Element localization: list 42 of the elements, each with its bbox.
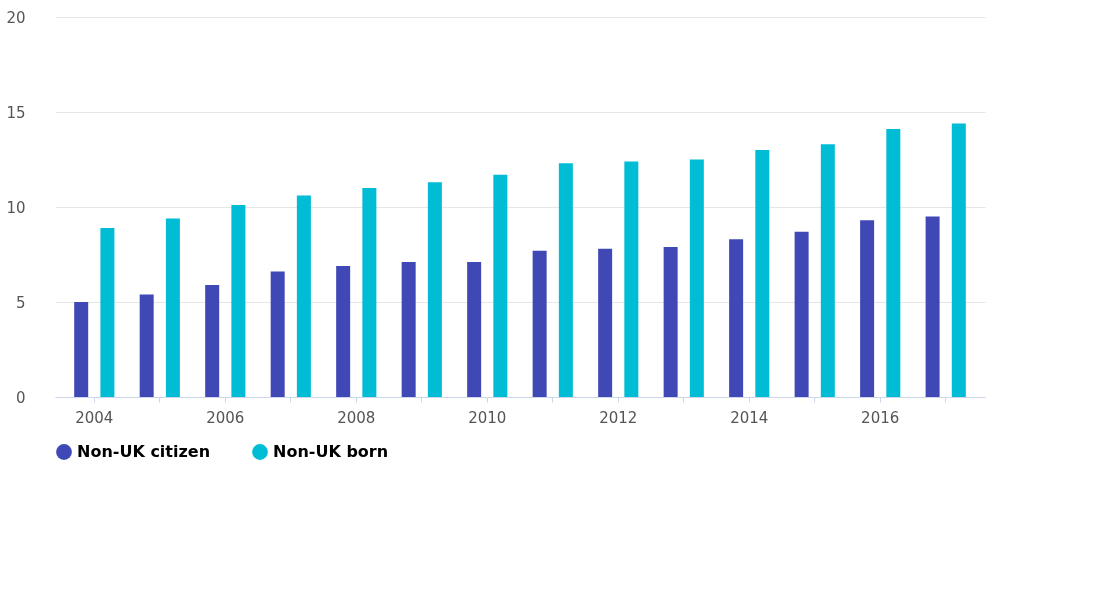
legend-label: Non-UK citizen bbox=[77, 442, 211, 461]
bar bbox=[270, 271, 285, 397]
bar bbox=[624, 161, 639, 397]
bar bbox=[925, 216, 940, 397]
x-tick-label: 2004 bbox=[75, 408, 114, 427]
x-tick-label: 2014 bbox=[730, 408, 769, 427]
bar bbox=[886, 129, 901, 397]
bar bbox=[820, 144, 835, 397]
bar bbox=[139, 294, 154, 397]
bar bbox=[729, 239, 744, 397]
y-tick-label: 15 bbox=[6, 103, 26, 122]
x-tick-label: 2016 bbox=[861, 408, 900, 427]
x-tick-label: 2006 bbox=[206, 408, 245, 427]
bar bbox=[362, 188, 377, 397]
bar bbox=[100, 227, 115, 397]
bar bbox=[231, 205, 246, 397]
bar bbox=[755, 150, 770, 397]
bar bbox=[401, 262, 416, 397]
x-tick-label: 2008 bbox=[337, 408, 376, 427]
bar bbox=[467, 262, 482, 397]
x-tick-label: 2012 bbox=[599, 408, 638, 427]
y-tick-label: 0 bbox=[15, 388, 26, 407]
bar bbox=[689, 159, 704, 397]
bar bbox=[205, 284, 220, 397]
bar bbox=[663, 246, 678, 397]
bar bbox=[558, 163, 573, 397]
bar bbox=[860, 220, 875, 397]
y-tick-label: 5 bbox=[15, 293, 26, 312]
bar bbox=[427, 182, 442, 397]
bar bbox=[493, 174, 508, 397]
bar bbox=[951, 123, 966, 397]
bar bbox=[296, 195, 311, 397]
bar bbox=[598, 248, 613, 397]
legend-label: Non-UK born bbox=[273, 442, 389, 461]
bar bbox=[74, 302, 89, 397]
y-tick-label: 10 bbox=[6, 198, 26, 217]
bar bbox=[336, 265, 351, 397]
x-tick-label: 2010 bbox=[468, 408, 507, 427]
bar bbox=[532, 250, 547, 397]
bar bbox=[794, 231, 809, 397]
bar bbox=[165, 218, 180, 397]
y-tick-label: 20 bbox=[6, 8, 26, 27]
